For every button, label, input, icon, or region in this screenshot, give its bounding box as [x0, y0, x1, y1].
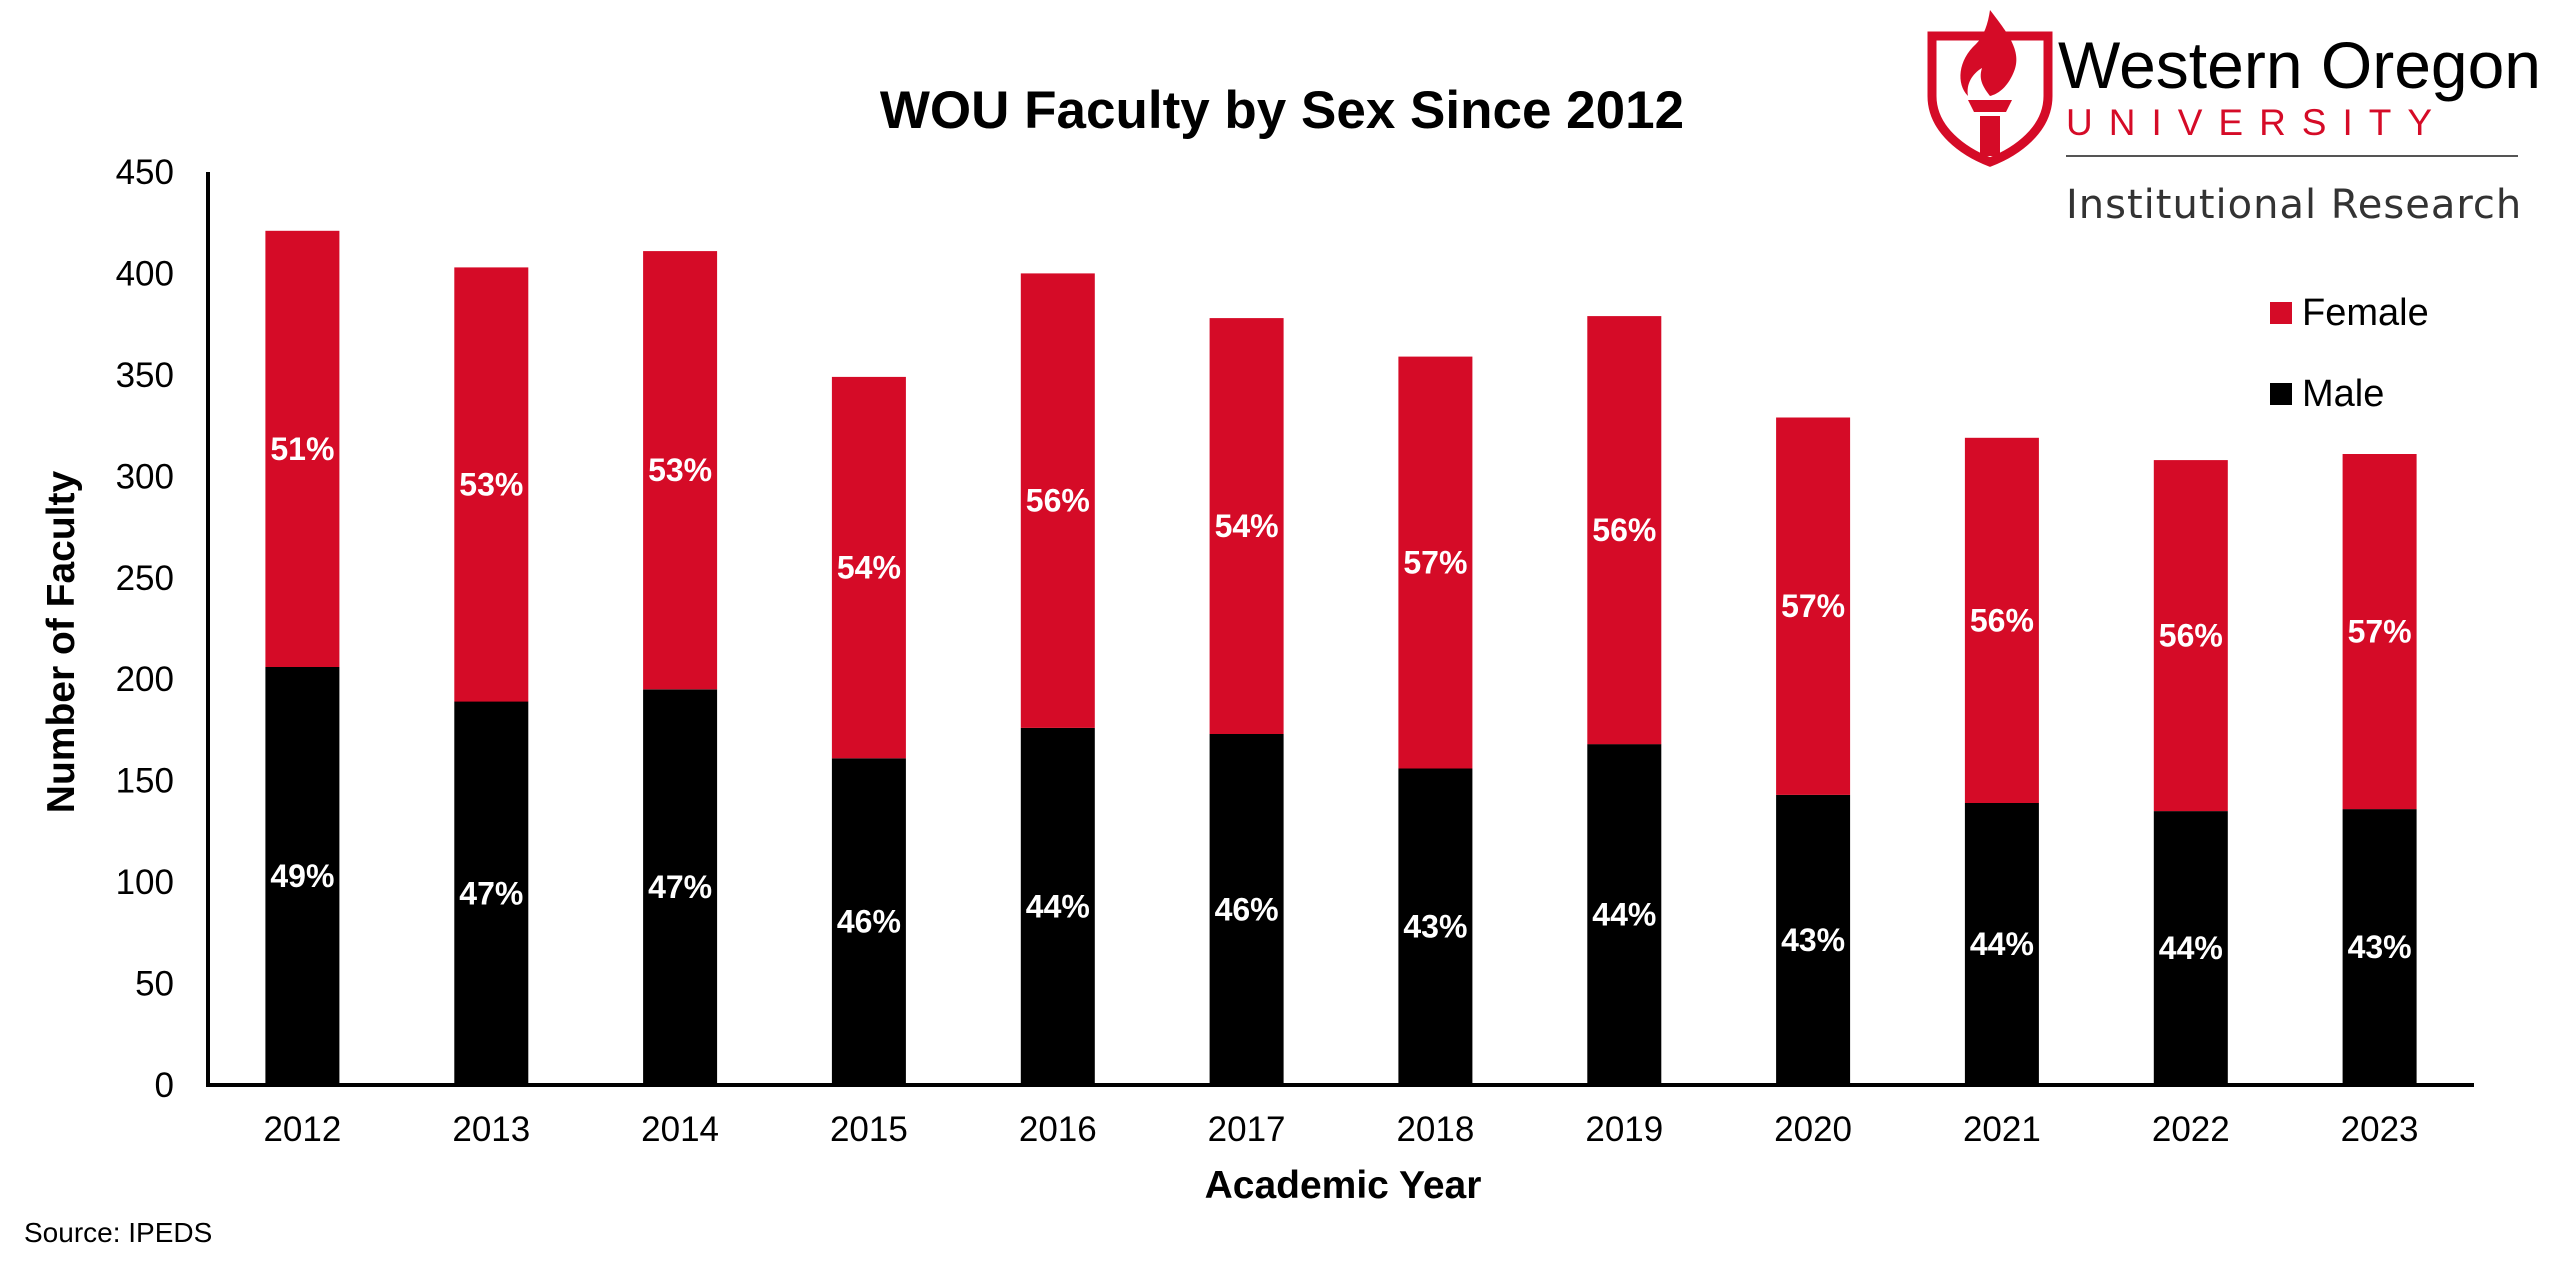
x-tick-label-2017: 2017	[1208, 1110, 1286, 1149]
y-tick-label-400: 400	[116, 254, 174, 293]
data-label-female-2021: 56%	[1970, 602, 2034, 638]
data-label-male-2019: 44%	[1592, 897, 1656, 933]
y-tick-label-0: 0	[155, 1066, 174, 1105]
bar-male-2022	[2153, 811, 2228, 1085]
legend-label-female: Female	[2302, 292, 2429, 334]
bar-female-2016	[1020, 273, 1095, 728]
data-label-female-2014: 53%	[648, 452, 712, 488]
data-label-male-2012: 49%	[270, 858, 334, 894]
bar-female-2018	[1398, 356, 1473, 769]
bar-male-2017	[1209, 734, 1284, 1085]
data-label-female-2012: 51%	[270, 431, 334, 467]
data-label-female-2016: 56%	[1026, 483, 1090, 519]
bar-male-2013	[454, 701, 529, 1085]
data-label-male-2021: 44%	[1970, 926, 2034, 962]
y-tick-label-150: 150	[116, 762, 174, 801]
data-label-male-2015: 46%	[837, 904, 901, 940]
x-tick-label-2021: 2021	[1963, 1110, 2041, 1149]
data-label-female-2019: 56%	[1592, 512, 1656, 548]
legend-swatch-female	[2270, 302, 2292, 324]
bar-female-2013	[454, 267, 529, 702]
data-label-male-2013: 47%	[459, 875, 523, 911]
y-axis-ticks: 0 50 100 150 200 250 300 350 400 450	[116, 153, 174, 1105]
data-label-female-2023: 57%	[2348, 614, 2412, 650]
bar-female-2022	[2153, 460, 2228, 812]
bar-female-2021	[1964, 437, 2039, 803]
data-label-male-2020: 43%	[1781, 922, 1845, 958]
x-tick-label-2019: 2019	[1585, 1110, 1663, 1149]
bar-female-2014	[643, 251, 718, 690]
data-label-male-2017: 46%	[1215, 892, 1279, 928]
torch-shield-icon	[1927, 10, 2053, 167]
source-note: Source: IPEDS	[24, 1217, 212, 1248]
x-tick-label-2018: 2018	[1396, 1110, 1474, 1149]
bar-male-2018	[1398, 768, 1473, 1085]
data-label-female-2013: 53%	[459, 466, 523, 502]
y-tick-label-450: 450	[116, 153, 174, 192]
bar-female-2023	[2342, 454, 2417, 810]
x-tick-label-2023: 2023	[2341, 1110, 2419, 1149]
x-tick-label-2022: 2022	[2152, 1110, 2230, 1149]
bar-female-2015	[831, 376, 906, 759]
data-label-male-2016: 44%	[1026, 889, 1090, 925]
x-tick-label-2014: 2014	[641, 1110, 719, 1149]
data-label-female-2017: 54%	[1215, 508, 1279, 544]
data-label-female-2015: 54%	[837, 550, 901, 586]
data-label-female-2018: 57%	[1403, 545, 1467, 581]
bar-male-2016	[1020, 727, 1095, 1085]
bar-male-2020	[1776, 794, 1851, 1085]
bar-male-2014	[643, 689, 718, 1085]
x-tick-label-2013: 2013	[452, 1110, 530, 1149]
y-tick-label-350: 350	[116, 356, 174, 395]
data-label-male-2018: 43%	[1403, 909, 1467, 945]
y-tick-label-250: 250	[116, 559, 174, 598]
legend-label-male: Male	[2302, 373, 2384, 415]
legend: Female Male	[2270, 292, 2429, 415]
data-label-female-2020: 57%	[1781, 588, 1845, 624]
bar-female-2017	[1209, 318, 1284, 734]
bar-male-2021	[1964, 803, 2039, 1085]
data-label-male-2023: 43%	[2348, 929, 2412, 965]
x-tick-label-2012: 2012	[263, 1110, 341, 1149]
legend-swatch-male	[2270, 383, 2292, 405]
x-axis-ticks: 2012 2013 2014 2015 2016 2017 2018 2019 2020 2021…	[263, 1110, 2418, 1149]
bars-group	[265, 230, 2417, 1085]
logo-name: Western Oregon	[2058, 28, 2541, 102]
y-tick-label-100: 100	[116, 863, 174, 902]
bar-labels-group: 49% 51% 47% 53% 47% 53% 46% 54% 44% 56% 46% 54% 43% 5…	[270, 431, 2411, 966]
chart-title: WOU Faculty by Sex Since 2012	[880, 81, 1684, 140]
x-tick-label-2016: 2016	[1019, 1110, 1097, 1149]
bar-female-2020	[1776, 417, 1851, 795]
y-tick-label-50: 50	[135, 965, 174, 1004]
bar-male-2012	[265, 667, 340, 1085]
bar-male-2023	[2342, 809, 2417, 1085]
data-label-male-2014: 47%	[648, 869, 712, 905]
university-logo: Western Oregon UNIVERSITY Institutional …	[1927, 10, 2541, 228]
y-tick-label-200: 200	[116, 660, 174, 699]
logo-university: UNIVERSITY	[2066, 102, 2448, 143]
y-axis-title: Number of Faculty	[40, 471, 83, 814]
bar-male-2019	[1587, 744, 1662, 1085]
bar-female-2019	[1587, 316, 1662, 745]
bar-male-2015	[831, 758, 906, 1085]
data-label-female-2022: 56%	[2159, 618, 2223, 654]
bar-female-2012	[265, 230, 340, 668]
logo-department: Institutional Research	[2066, 182, 2522, 228]
x-tick-label-2015: 2015	[830, 1110, 908, 1149]
y-tick-label-300: 300	[116, 457, 174, 496]
x-axis-title: Academic Year	[1205, 1164, 1482, 1207]
data-label-male-2022: 44%	[2159, 930, 2223, 966]
x-tick-label-2020: 2020	[1774, 1110, 1852, 1149]
